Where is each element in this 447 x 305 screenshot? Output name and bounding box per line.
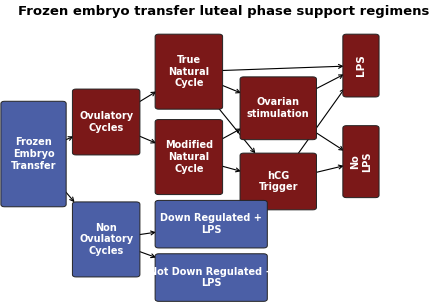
FancyBboxPatch shape <box>155 200 267 248</box>
Text: Frozen
Embryo
Transfer: Frozen Embryo Transfer <box>11 138 56 170</box>
FancyBboxPatch shape <box>155 34 223 109</box>
FancyBboxPatch shape <box>240 153 316 210</box>
FancyBboxPatch shape <box>343 34 379 97</box>
Text: True
Natural
Cycle: True Natural Cycle <box>168 55 210 88</box>
Text: Ovarian
stimulation: Ovarian stimulation <box>247 98 310 119</box>
Text: Modified
Natural
Cycle: Modified Natural Cycle <box>165 141 213 174</box>
Text: No
LPS: No LPS <box>350 151 372 172</box>
Text: Down Regulated +
LPS: Down Regulated + LPS <box>160 214 262 235</box>
Text: Not Down Regulated +
LPS: Not Down Regulated + LPS <box>149 267 274 288</box>
FancyBboxPatch shape <box>343 126 379 198</box>
FancyBboxPatch shape <box>72 202 140 277</box>
FancyBboxPatch shape <box>155 120 223 195</box>
FancyBboxPatch shape <box>240 77 316 140</box>
Text: hCG
Trigger: hCG Trigger <box>258 171 298 192</box>
Text: Non
Ovulatory
Cycles: Non Ovulatory Cycles <box>79 223 133 256</box>
Text: Frozen embryo transfer luteal phase support regimens: Frozen embryo transfer luteal phase supp… <box>18 5 429 18</box>
FancyBboxPatch shape <box>155 254 267 301</box>
Text: Ovulatory
Cycles: Ovulatory Cycles <box>79 111 133 133</box>
FancyBboxPatch shape <box>1 101 66 207</box>
Text: LPS: LPS <box>356 55 366 77</box>
FancyBboxPatch shape <box>72 89 140 155</box>
